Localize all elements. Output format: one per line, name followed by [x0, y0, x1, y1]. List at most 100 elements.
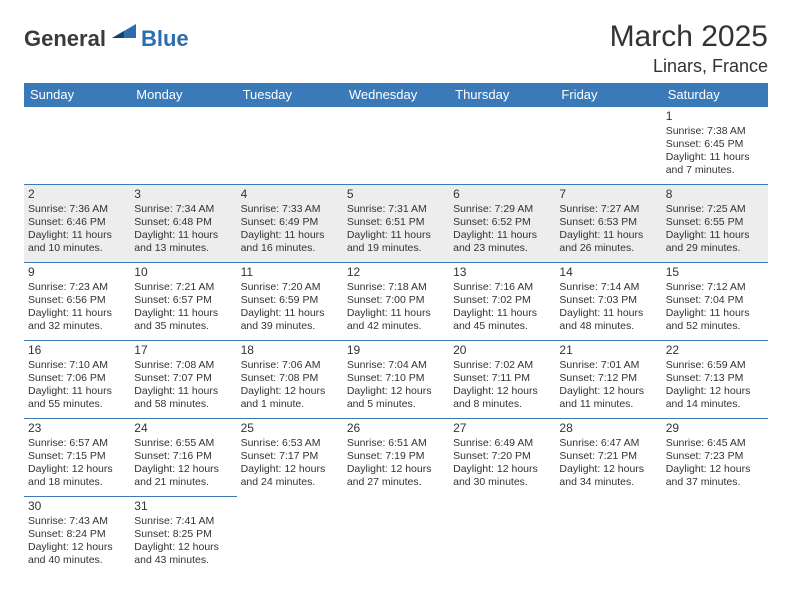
logo-text-blue: Blue	[141, 26, 189, 52]
day-number: 23	[28, 421, 126, 436]
sunset-line: Sunset: 6:59 PM	[241, 294, 339, 307]
calendar-day-cell: 25Sunrise: 6:53 AMSunset: 7:17 PMDayligh…	[237, 419, 343, 497]
day-number: 10	[134, 265, 232, 280]
day-number: 26	[347, 421, 445, 436]
day-number: 31	[134, 499, 232, 514]
sunrise-line: Sunrise: 7:18 AM	[347, 281, 445, 294]
sunrise-line: Sunrise: 6:49 AM	[453, 437, 551, 450]
sunrise-line: Sunrise: 7:08 AM	[134, 359, 232, 372]
calendar-day-cell: 9Sunrise: 7:23 AMSunset: 6:56 PMDaylight…	[24, 263, 130, 341]
calendar-day-cell	[449, 107, 555, 185]
calendar-day-cell	[237, 107, 343, 185]
calendar-week-row: 9Sunrise: 7:23 AMSunset: 6:56 PMDaylight…	[24, 263, 768, 341]
weekday-header: Sunday	[24, 83, 130, 107]
daylight-line: Daylight: 11 hours and 42 minutes.	[347, 307, 445, 333]
sunset-line: Sunset: 7:07 PM	[134, 372, 232, 385]
weekday-header: Wednesday	[343, 83, 449, 107]
daylight-line: Daylight: 11 hours and 55 minutes.	[28, 385, 126, 411]
calendar-day-cell: 22Sunrise: 6:59 AMSunset: 7:13 PMDayligh…	[662, 341, 768, 419]
sunrise-line: Sunrise: 6:59 AM	[666, 359, 764, 372]
calendar-day-cell	[130, 107, 236, 185]
calendar-day-cell: 6Sunrise: 7:29 AMSunset: 6:52 PMDaylight…	[449, 185, 555, 263]
day-number: 19	[347, 343, 445, 358]
day-number: 28	[559, 421, 657, 436]
day-number: 1	[666, 109, 764, 124]
daylight-line: Daylight: 12 hours and 1 minute.	[241, 385, 339, 411]
calendar-day-cell: 29Sunrise: 6:45 AMSunset: 7:23 PMDayligh…	[662, 419, 768, 497]
sunrise-line: Sunrise: 7:33 AM	[241, 203, 339, 216]
sunrise-line: Sunrise: 6:55 AM	[134, 437, 232, 450]
day-number: 14	[559, 265, 657, 280]
sunrise-line: Sunrise: 6:57 AM	[28, 437, 126, 450]
calendar-week-row: 1Sunrise: 7:38 AMSunset: 6:45 PMDaylight…	[24, 107, 768, 185]
sunset-line: Sunset: 7:19 PM	[347, 450, 445, 463]
day-number: 8	[666, 187, 764, 202]
daylight-line: Daylight: 12 hours and 18 minutes.	[28, 463, 126, 489]
sunrise-line: Sunrise: 6:45 AM	[666, 437, 764, 450]
sunrise-line: Sunrise: 7:38 AM	[666, 125, 764, 138]
calendar-day-cell: 11Sunrise: 7:20 AMSunset: 6:59 PMDayligh…	[237, 263, 343, 341]
sunrise-line: Sunrise: 6:53 AM	[241, 437, 339, 450]
sunset-line: Sunset: 6:46 PM	[28, 216, 126, 229]
day-number: 11	[241, 265, 339, 280]
day-number: 2	[28, 187, 126, 202]
sunrise-line: Sunrise: 7:29 AM	[453, 203, 551, 216]
day-number: 5	[347, 187, 445, 202]
daylight-line: Daylight: 11 hours and 26 minutes.	[559, 229, 657, 255]
sunset-line: Sunset: 7:13 PM	[666, 372, 764, 385]
sunrise-line: Sunrise: 7:01 AM	[559, 359, 657, 372]
sunset-line: Sunset: 7:02 PM	[453, 294, 551, 307]
weekday-header: Monday	[130, 83, 236, 107]
daylight-line: Daylight: 11 hours and 58 minutes.	[134, 385, 232, 411]
weekday-header: Saturday	[662, 83, 768, 107]
calendar-day-cell: 24Sunrise: 6:55 AMSunset: 7:16 PMDayligh…	[130, 419, 236, 497]
day-number: 15	[666, 265, 764, 280]
daylight-line: Daylight: 12 hours and 14 minutes.	[666, 385, 764, 411]
sunset-line: Sunset: 7:10 PM	[347, 372, 445, 385]
sunset-line: Sunset: 6:57 PM	[134, 294, 232, 307]
daylight-line: Daylight: 11 hours and 29 minutes.	[666, 229, 764, 255]
calendar-day-cell: 7Sunrise: 7:27 AMSunset: 6:53 PMDaylight…	[555, 185, 661, 263]
day-number: 3	[134, 187, 232, 202]
sunset-line: Sunset: 7:11 PM	[453, 372, 551, 385]
sunset-line: Sunset: 6:56 PM	[28, 294, 126, 307]
sunset-line: Sunset: 7:12 PM	[559, 372, 657, 385]
daylight-line: Daylight: 11 hours and 23 minutes.	[453, 229, 551, 255]
sunrise-line: Sunrise: 7:43 AM	[28, 515, 126, 528]
daylight-line: Daylight: 12 hours and 43 minutes.	[134, 541, 232, 567]
daylight-line: Daylight: 12 hours and 24 minutes.	[241, 463, 339, 489]
sunrise-line: Sunrise: 7:12 AM	[666, 281, 764, 294]
calendar-day-cell	[343, 107, 449, 185]
sunset-line: Sunset: 6:48 PM	[134, 216, 232, 229]
calendar-day-cell	[449, 497, 555, 575]
day-number: 4	[241, 187, 339, 202]
calendar-day-cell	[237, 497, 343, 575]
sunset-line: Sunset: 6:45 PM	[666, 138, 764, 151]
calendar-day-cell: 1Sunrise: 7:38 AMSunset: 6:45 PMDaylight…	[662, 107, 768, 185]
calendar-day-cell: 16Sunrise: 7:10 AMSunset: 7:06 PMDayligh…	[24, 341, 130, 419]
sunset-line: Sunset: 6:55 PM	[666, 216, 764, 229]
sunrise-line: Sunrise: 7:02 AM	[453, 359, 551, 372]
logo-flag-icon	[112, 24, 138, 47]
daylight-line: Daylight: 12 hours and 34 minutes.	[559, 463, 657, 489]
calendar-day-cell	[555, 497, 661, 575]
sunset-line: Sunset: 7:06 PM	[28, 372, 126, 385]
calendar-day-cell: 20Sunrise: 7:02 AMSunset: 7:11 PMDayligh…	[449, 341, 555, 419]
location-label: Linars, France	[610, 56, 768, 77]
sunset-line: Sunset: 7:21 PM	[559, 450, 657, 463]
sunrise-line: Sunrise: 6:47 AM	[559, 437, 657, 450]
day-number: 25	[241, 421, 339, 436]
sunset-line: Sunset: 6:49 PM	[241, 216, 339, 229]
calendar-week-row: 16Sunrise: 7:10 AMSunset: 7:06 PMDayligh…	[24, 341, 768, 419]
sunset-line: Sunset: 7:00 PM	[347, 294, 445, 307]
sunrise-line: Sunrise: 7:31 AM	[347, 203, 445, 216]
sunrise-line: Sunrise: 6:51 AM	[347, 437, 445, 450]
calendar-day-cell	[662, 497, 768, 575]
daylight-line: Daylight: 12 hours and 37 minutes.	[666, 463, 764, 489]
day-number: 7	[559, 187, 657, 202]
sunrise-line: Sunrise: 7:20 AM	[241, 281, 339, 294]
daylight-line: Daylight: 11 hours and 10 minutes.	[28, 229, 126, 255]
daylight-line: Daylight: 12 hours and 11 minutes.	[559, 385, 657, 411]
day-number: 21	[559, 343, 657, 358]
calendar-week-row: 2Sunrise: 7:36 AMSunset: 6:46 PMDaylight…	[24, 185, 768, 263]
